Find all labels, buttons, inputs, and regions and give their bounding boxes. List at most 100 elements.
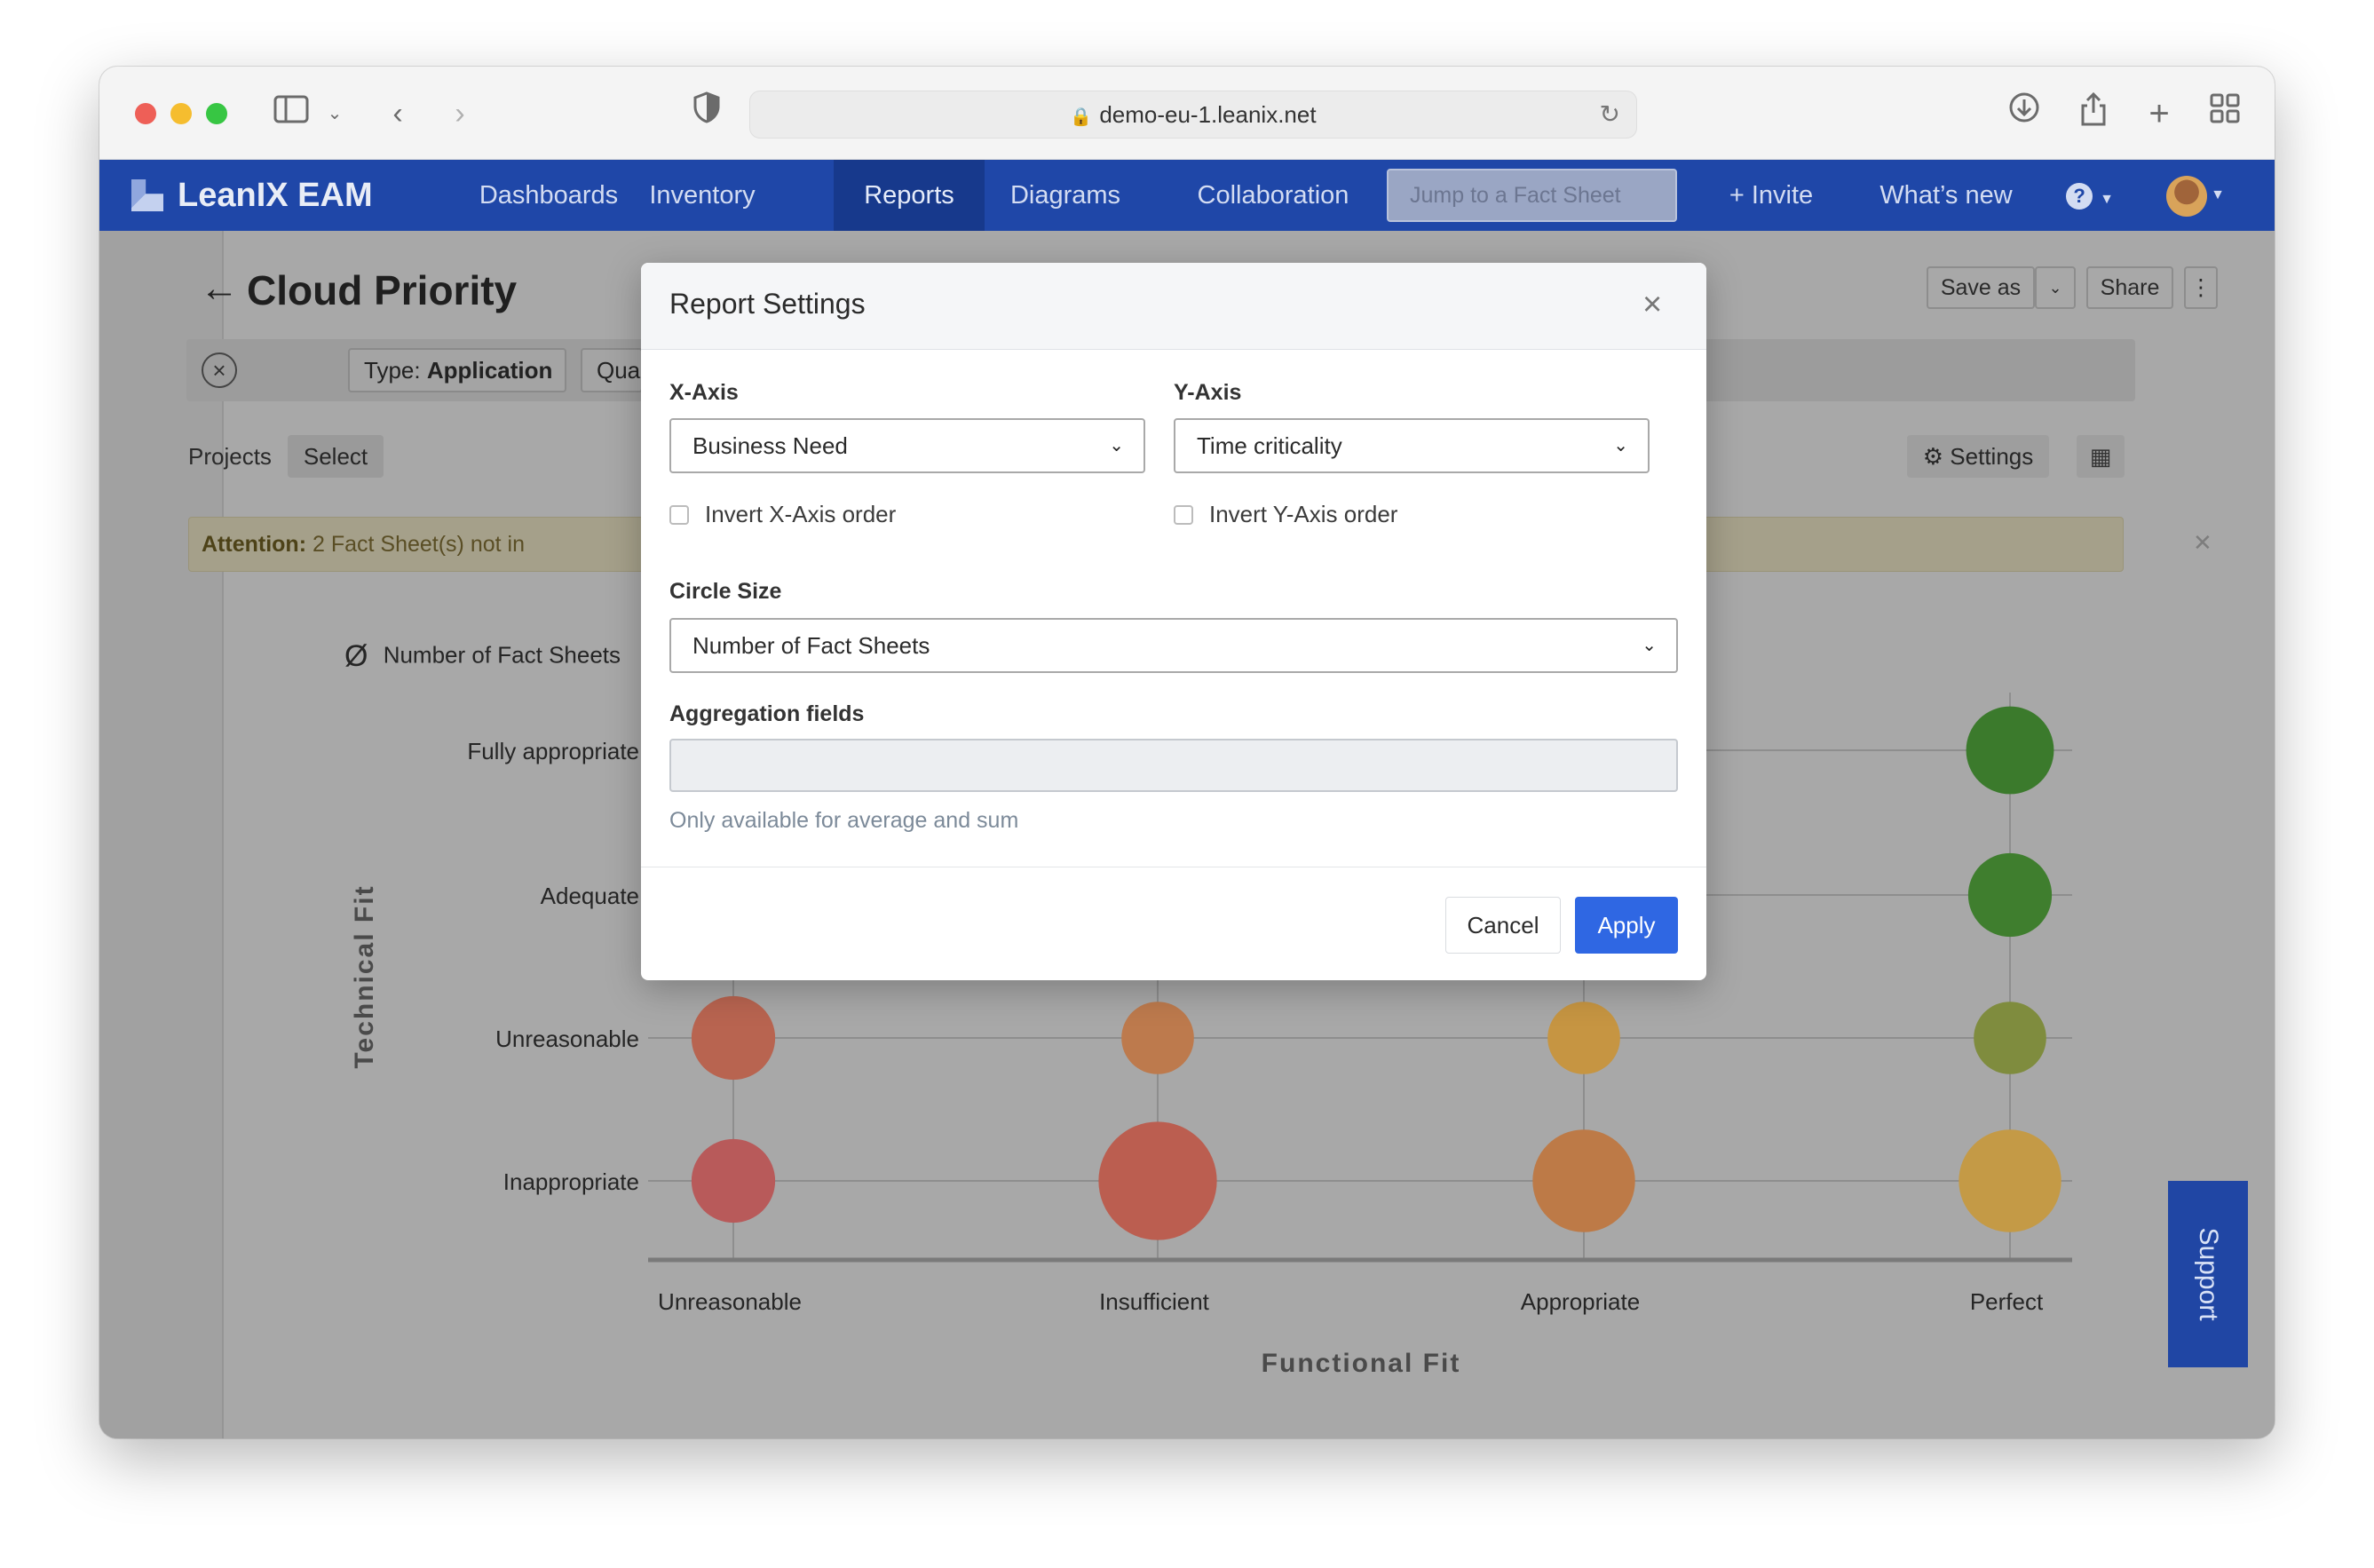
- x-axis-value: Business Need: [692, 432, 848, 459]
- caret-down-icon: ▼: [2100, 192, 2114, 207]
- bubble[interactable]: [1547, 1002, 1620, 1074]
- attention-text: 2 Fact Sheet(s) not in: [312, 532, 525, 557]
- x-axis-title: Functional Fit: [1262, 1349, 1461, 1378]
- address-bar[interactable]: 🔒 demo-eu-1.leanix.net ↻: [749, 91, 1637, 139]
- projects-select[interactable]: Select: [288, 435, 384, 478]
- shield-icon[interactable]: [689, 91, 724, 136]
- x-tick-label: Appropriate: [1521, 1288, 1640, 1315]
- attention-key: Attention:: [202, 532, 307, 557]
- help-menu[interactable]: ? ▼: [2053, 160, 2127, 231]
- attention-close-icon[interactable]: ✕: [2193, 529, 2212, 556]
- table-view-icon[interactable]: ▦: [2077, 435, 2125, 478]
- bubble[interactable]: [1974, 1002, 2046, 1074]
- filter-chip-type-key: Type:: [364, 357, 421, 384]
- x-tick-label: Unreasonable: [658, 1288, 802, 1315]
- close-window-button[interactable]: [135, 103, 156, 124]
- more-options-icon[interactable]: ⋮: [2184, 266, 2218, 309]
- support-label: Support: [2194, 1227, 2223, 1321]
- x-tick-label: Insufficient: [1099, 1288, 1210, 1315]
- bubble[interactable]: [691, 1138, 776, 1224]
- url-text: demo-eu-1.leanix.net: [1099, 101, 1317, 128]
- circle-size-select[interactable]: Number of Fact Sheets ⌄: [669, 618, 1678, 673]
- y-tick-label: Inappropriate: [503, 1168, 639, 1195]
- nav-dashboards[interactable]: Dashboards: [479, 181, 619, 210]
- avatar-caret-down-icon[interactable]: ▼: [2211, 187, 2225, 202]
- whats-new-link[interactable]: What’s new: [1879, 181, 2013, 210]
- new-tab-icon[interactable]: +: [2148, 94, 2170, 133]
- reload-icon[interactable]: ↻: [1599, 100, 1620, 128]
- circle-size-label: Circle Size: [669, 579, 782, 604]
- x-axis-label: X-Axis: [669, 380, 739, 405]
- save-as-dropdown-chevron-icon[interactable]: ⌄: [2035, 266, 2076, 309]
- nav-reports[interactable]: Reports: [834, 160, 985, 231]
- bubble[interactable]: [1532, 1129, 1635, 1232]
- apply-button[interactable]: Apply: [1575, 897, 1678, 954]
- brand-name: LeanIX EAM: [178, 176, 373, 214]
- y-axis-title: Technical Fit: [350, 884, 379, 1068]
- support-tab[interactable]: Support: [2168, 1181, 2248, 1367]
- lock-icon: 🔒: [1070, 107, 1093, 127]
- app-navbar: LeanIX EAM Dashboards Inventory Reports …: [99, 160, 2275, 231]
- bubble[interactable]: [1959, 1129, 2061, 1232]
- circle-size-value: Number of Fact Sheets: [692, 632, 930, 659]
- bubble[interactable]: [1098, 1121, 1217, 1240]
- clear-filters-icon[interactable]: ×: [202, 352, 237, 388]
- save-as-button[interactable]: Save as: [1927, 266, 2035, 309]
- invert-y-label: Invert Y-Axis order: [1209, 501, 1398, 527]
- user-avatar[interactable]: [2166, 176, 2207, 217]
- share-icon[interactable]: [2076, 91, 2111, 136]
- y-axis-label: Y-Axis: [1174, 380, 1242, 405]
- back-arrow-icon[interactable]: ←: [200, 266, 239, 310]
- bubble[interactable]: [1966, 706, 2054, 795]
- modal-title: Report Settings: [669, 288, 866, 320]
- invite-button[interactable]: + Invite: [1729, 181, 1814, 210]
- bubble[interactable]: [1967, 852, 2053, 938]
- sidebar-toggle-icon[interactable]: [270, 91, 313, 136]
- modal-header: Report Settings ×: [641, 263, 1706, 350]
- invert-x-label: Invert X-Axis order: [705, 501, 897, 527]
- invert-x-checkbox[interactable]: Invert X-Axis order: [669, 501, 896, 528]
- settings-button[interactable]: ⚙ Settings: [1907, 435, 2049, 478]
- chevron-down-icon: ⌄: [1642, 636, 1657, 655]
- chevron-down-icon: ⌄: [1109, 436, 1124, 455]
- nav-diagrams[interactable]: Diagrams: [1009, 181, 1121, 210]
- aggregation-help-text: Only available for average and sum: [669, 808, 1019, 833]
- aggregation-fields-input[interactable]: [669, 739, 1678, 792]
- download-icon[interactable]: [2006, 91, 2042, 136]
- y-tick-label: Adequate: [541, 883, 639, 909]
- y-axis-select[interactable]: Time criticality ⌄: [1174, 418, 1650, 473]
- filter-chip-type-value: Application: [426, 357, 553, 384]
- size-legend-icon: Ø: [344, 639, 368, 673]
- legend-label: Number of Fact Sheets: [383, 641, 621, 669]
- forward-icon[interactable]: ›: [455, 97, 465, 131]
- checkbox-box[interactable]: [1174, 504, 1193, 525]
- projects-label: Projects: [188, 443, 272, 470]
- nav-inventory[interactable]: Inventory: [649, 181, 756, 210]
- share-button[interactable]: Share: [2086, 266, 2173, 309]
- minimize-window-button[interactable]: [170, 103, 192, 124]
- chart-legend: Ø Number of Fact Sheets: [344, 639, 621, 674]
- checkbox-box[interactable]: [669, 504, 689, 525]
- chevron-down-icon[interactable]: ⌄: [327, 104, 343, 123]
- brand-logo[interactable]: LeanIX EAM: [131, 160, 373, 231]
- invert-y-checkbox[interactable]: Invert Y-Axis order: [1174, 501, 1397, 528]
- browser-titlebar: ⌄ ‹ › 🔒 demo-eu-1.leanix.net ↻ +: [99, 67, 2275, 160]
- nav-collaboration[interactable]: Collaboration: [1197, 181, 1349, 210]
- tab-overview-icon[interactable]: [2207, 91, 2243, 136]
- cancel-button[interactable]: Cancel: [1445, 897, 1561, 954]
- gear-icon: ⚙: [1922, 443, 1944, 470]
- left-sidebar: [99, 231, 224, 1438]
- close-icon[interactable]: ×: [1642, 286, 1663, 323]
- back-icon[interactable]: ‹: [392, 97, 403, 131]
- filter-chip-type[interactable]: Type: Application: [348, 348, 566, 392]
- y-axis-value: Time criticality: [1197, 432, 1342, 459]
- y-tick-label: Unreasonable: [495, 1026, 639, 1052]
- jump-to-fact-sheet-input[interactable]: Jump to a Fact Sheet: [1387, 169, 1677, 222]
- bubble[interactable]: [1121, 1002, 1194, 1074]
- x-tick-label: Perfect: [1970, 1288, 2044, 1315]
- bubble[interactable]: [691, 995, 776, 1081]
- page-title: Cloud Priority: [247, 267, 518, 313]
- zoom-window-button[interactable]: [206, 103, 227, 124]
- x-axis-select[interactable]: Business Need ⌄: [669, 418, 1145, 473]
